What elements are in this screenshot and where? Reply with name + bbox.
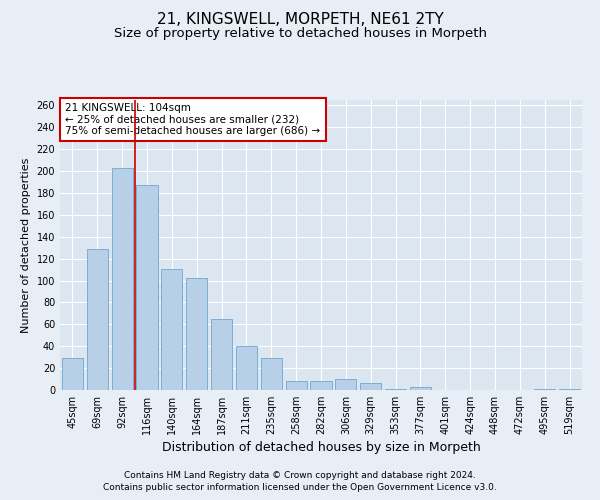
Bar (261, 358, 282, 390)
Bar (136, 186, 158, 390)
Bar (112, 168, 133, 390)
Text: 21, KINGSWELL, MORPETH, NE61 2TY: 21, KINGSWELL, MORPETH, NE61 2TY (157, 12, 443, 28)
Text: Contains public sector information licensed under the Open Government Licence v3: Contains public sector information licen… (103, 484, 497, 492)
X-axis label: Distribution of detached houses by size in Morpeth: Distribution of detached houses by size … (161, 441, 481, 454)
Bar (62, 358, 83, 390)
Bar (236, 346, 257, 390)
Text: 21 KINGSWELL: 104sqm
← 25% of detached houses are smaller (232)
75% of semi-deta: 21 KINGSWELL: 104sqm ← 25% of detached h… (65, 103, 320, 136)
Text: Contains HM Land Registry data © Crown copyright and database right 2024.: Contains HM Land Registry data © Crown c… (124, 471, 476, 480)
Bar (335, 379, 356, 390)
Bar (534, 389, 555, 390)
Bar (87, 249, 108, 390)
Bar (310, 381, 332, 390)
Bar (286, 381, 307, 390)
Bar (211, 319, 232, 390)
Bar (410, 386, 431, 390)
Text: Size of property relative to detached houses in Morpeth: Size of property relative to detached ho… (113, 28, 487, 40)
Bar (161, 268, 182, 390)
Bar (360, 384, 381, 390)
Bar (186, 278, 207, 390)
Bar (559, 389, 580, 390)
Bar (385, 389, 406, 390)
Y-axis label: Number of detached properties: Number of detached properties (21, 158, 31, 332)
